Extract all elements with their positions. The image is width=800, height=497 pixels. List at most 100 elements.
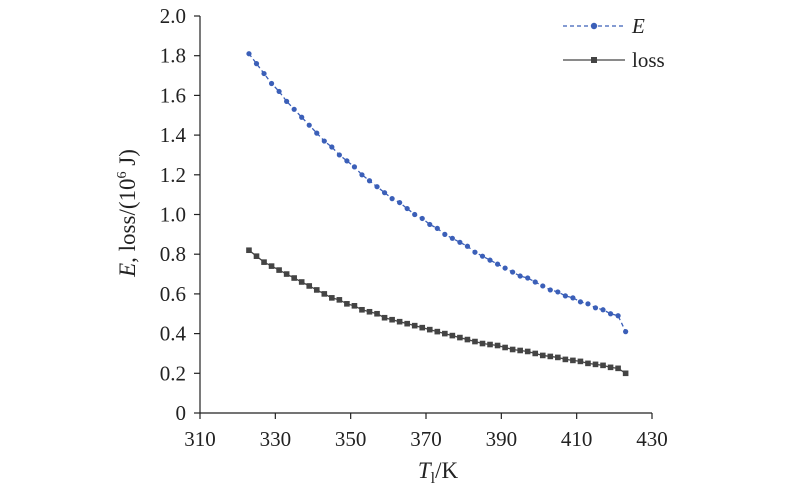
data-point-E	[374, 184, 380, 190]
data-point-loss	[457, 334, 463, 341]
x-tick-label: 330	[260, 427, 292, 451]
data-point-E	[510, 269, 516, 275]
data-point-loss	[359, 306, 365, 313]
y-axis-title-var: E	[115, 263, 140, 278]
data-point-E	[351, 164, 358, 170]
data-point-E	[268, 80, 275, 87]
data-point-loss	[381, 314, 388, 321]
data-point-E	[404, 205, 410, 212]
legend-marker-loss	[591, 57, 597, 63]
y-tick-label: 0.4	[160, 322, 187, 346]
data-point-E	[299, 114, 305, 120]
series-layer	[246, 51, 629, 377]
data-point-E	[615, 313, 621, 319]
data-point-E	[570, 295, 576, 301]
data-point-E	[502, 265, 508, 271]
data-point-loss	[502, 344, 508, 351]
data-point-loss	[622, 370, 629, 377]
series-line-loss	[248, 249, 626, 374]
data-point-E	[284, 98, 290, 104]
data-point-E	[276, 88, 282, 95]
data-point-loss	[464, 336, 471, 343]
data-point-E	[479, 253, 486, 259]
data-point-loss	[517, 347, 523, 354]
data-point-E	[442, 231, 448, 237]
data-point-E	[291, 106, 297, 112]
data-point-E	[246, 51, 252, 57]
data-point-loss	[472, 338, 478, 345]
data-point-E	[389, 196, 395, 202]
data-point-loss	[494, 342, 501, 349]
data-point-E	[344, 158, 350, 164]
y-axis-title: E, loss/(106 J)	[115, 149, 140, 278]
y-tick-label: 1.0	[160, 203, 186, 227]
data-point-loss	[487, 341, 493, 348]
y-tick-label: 0.2	[160, 361, 186, 385]
data-point-E	[487, 257, 493, 263]
data-point-loss	[547, 353, 554, 360]
legend-item-loss: loss	[563, 48, 665, 72]
data-point-loss	[321, 291, 328, 297]
data-point-loss	[291, 275, 297, 281]
y-tick-label: 0.8	[160, 242, 186, 266]
data-point-E	[540, 283, 546, 289]
legend-marker-E	[590, 22, 598, 30]
data-point-E	[464, 243, 471, 249]
data-point-loss	[509, 346, 516, 353]
x-ticks: 310 330 350 370 390 410 430	[184, 413, 668, 451]
y-axis-title-unit: J)	[115, 149, 140, 171]
data-point-E	[359, 172, 365, 178]
data-point-E	[607, 311, 614, 317]
data-point-E	[261, 70, 267, 77]
data-point-loss	[532, 350, 539, 357]
x-tick-label: 390	[486, 427, 518, 451]
data-point-E	[457, 239, 463, 245]
data-point-E	[585, 301, 591, 307]
data-point-E	[434, 225, 440, 231]
y-ticks: 0 0.2 0.4 0.6 0.8 1.0 1.2 1.4 1.6 1.8 2.0	[160, 4, 200, 425]
data-point-E	[472, 249, 478, 255]
data-point-loss	[426, 326, 433, 333]
data-point-loss	[329, 295, 335, 301]
data-point-E	[412, 211, 418, 218]
data-point-loss	[336, 297, 343, 303]
data-point-E	[329, 144, 335, 150]
data-point-loss	[555, 354, 561, 361]
data-point-E	[525, 275, 531, 281]
data-point-E	[381, 190, 388, 196]
data-point-E	[592, 305, 599, 311]
data-point-loss	[298, 279, 305, 285]
x-tick-label: 350	[335, 427, 367, 451]
data-point-E	[321, 138, 327, 144]
data-point-E	[449, 235, 455, 241]
data-point-E	[623, 329, 629, 335]
data-point-loss	[419, 324, 426, 331]
data-point-loss	[539, 352, 546, 359]
data-point-E	[397, 199, 403, 206]
data-point-E	[419, 215, 425, 222]
data-point-loss	[246, 247, 252, 254]
legend-item-E: E	[563, 14, 645, 38]
data-point-loss	[396, 318, 403, 325]
series-line-E	[248, 53, 627, 332]
data-point-loss	[261, 259, 267, 265]
y-tick-label: 1.8	[160, 44, 186, 68]
x-tick-label: 430	[636, 427, 668, 451]
data-point-loss	[366, 308, 373, 315]
data-point-E	[517, 273, 523, 279]
y-tick-label: 1.6	[160, 83, 186, 107]
data-point-E	[577, 299, 584, 305]
data-point-loss	[570, 357, 576, 364]
data-point-loss	[374, 310, 380, 317]
legend: E loss	[563, 14, 665, 72]
y-tick-label: 1.2	[160, 163, 186, 187]
data-point-loss	[585, 360, 591, 367]
data-point-loss	[479, 340, 486, 347]
data-point-loss	[283, 271, 290, 277]
data-point-loss	[577, 358, 584, 365]
data-point-E	[547, 287, 553, 293]
data-point-loss	[524, 348, 531, 355]
data-point-loss	[389, 316, 395, 323]
data-point-loss	[449, 332, 456, 339]
